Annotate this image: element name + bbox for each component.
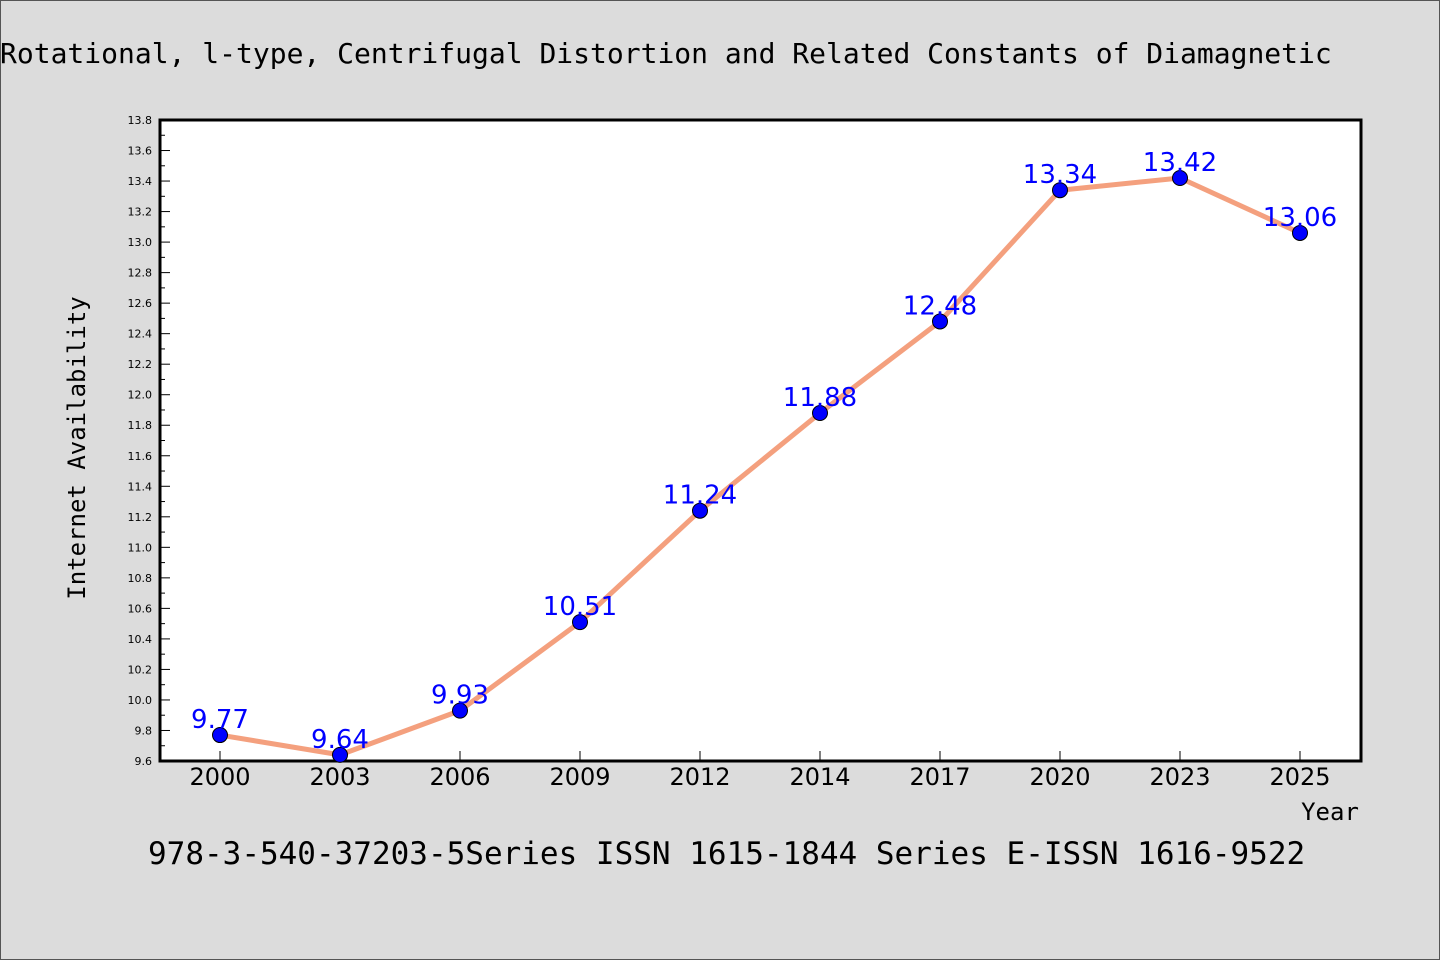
plot-area: [158, 118, 1363, 763]
y-tick-label: 9.8: [135, 724, 153, 737]
y-tick-label: 13.6: [128, 145, 153, 158]
x-tick-label: 2020: [1029, 763, 1090, 791]
x-tick-label: 2009: [549, 763, 610, 791]
data-labels: 9.77 9.64 9.93 10.51 11.24 11.88 12.48 13.34 13.…: [191, 148, 1337, 755]
x-tick-label: 2025: [1269, 763, 1330, 791]
x-axis: 2000 2003 2006 2009 2012 2014 2017 2020 2023 2025: [189, 751, 1331, 791]
y-axis-label: Internet Availability: [63, 296, 91, 599]
y-tick-label: 12.4: [128, 328, 153, 341]
footer-text: 978-3-540-37203-5Series ISSN 1615-1844 S…: [148, 836, 1305, 872]
y-tick-label: 10.4: [128, 633, 153, 646]
y-tick-label: 13.0: [128, 236, 153, 249]
data-label: 10.51: [543, 592, 617, 622]
y-tick-label: 12.8: [128, 267, 153, 280]
y-axis: 9.6 9.8 10.0 10.2 10.4 10.6 10.8 11.0 11.2 11.4 11…: [128, 114, 170, 768]
x-axis-label: Year: [1301, 798, 1359, 826]
x-tick-label: 2014: [789, 763, 850, 791]
x-tick-label: 2003: [309, 763, 370, 791]
data-label: 9.93: [431, 681, 489, 711]
data-label: 13.06: [1263, 203, 1337, 233]
data-point: [932, 313, 948, 330]
y-tick-label: 12.6: [128, 297, 153, 310]
y-tick-label: 11.0: [128, 541, 153, 554]
y-tick-label: 10.0: [128, 694, 153, 707]
x-tick-label: 2017: [909, 763, 970, 791]
data-label: 12.48: [903, 291, 977, 321]
data-point: [572, 614, 588, 631]
y-tick-label: 11.4: [128, 480, 153, 493]
data-point: [692, 502, 708, 519]
series-line: [219, 175, 1302, 758]
y-tick-label: 13.4: [128, 175, 153, 188]
x-tick-label: 2012: [669, 763, 730, 791]
y-tick-label: 12.0: [128, 389, 153, 402]
chart-title: Rotational, l-type, Centrifugal Distorti…: [0, 37, 1332, 70]
data-point: [332, 746, 348, 763]
x-tick-label: 2000: [189, 763, 250, 791]
data-point: [1172, 169, 1188, 186]
y-tick-label: 10.8: [128, 572, 153, 585]
data-label: 11.88: [783, 383, 857, 413]
x-tick-label: 2006: [429, 763, 490, 791]
y-tick-label: 11.8: [128, 419, 153, 432]
data-label: 13.34: [1023, 160, 1097, 190]
data-point: [212, 727, 228, 744]
data-markers: [212, 169, 1308, 763]
y-tick-label: 9.6: [135, 755, 153, 768]
data-point: [1052, 182, 1068, 199]
data-point: [452, 702, 468, 719]
y-tick-label: 11.2: [128, 511, 153, 524]
data-point: [812, 405, 828, 422]
data-label: 11.24: [663, 481, 737, 511]
y-tick-label: 10.6: [128, 602, 153, 615]
y-tick-label: 10.2: [128, 663, 153, 676]
y-tick-label: 13.2: [128, 206, 153, 219]
x-tick-label: 2023: [1149, 763, 1210, 791]
y-tick-label: 13.8: [128, 114, 153, 127]
data-label: 13.42: [1143, 148, 1217, 178]
y-tick-label: 11.6: [128, 450, 153, 463]
data-label: 9.77: [191, 705, 249, 735]
y-tick-label: 12.2: [128, 358, 153, 371]
data-point: [1292, 224, 1308, 241]
data-label: 9.64: [311, 725, 369, 755]
